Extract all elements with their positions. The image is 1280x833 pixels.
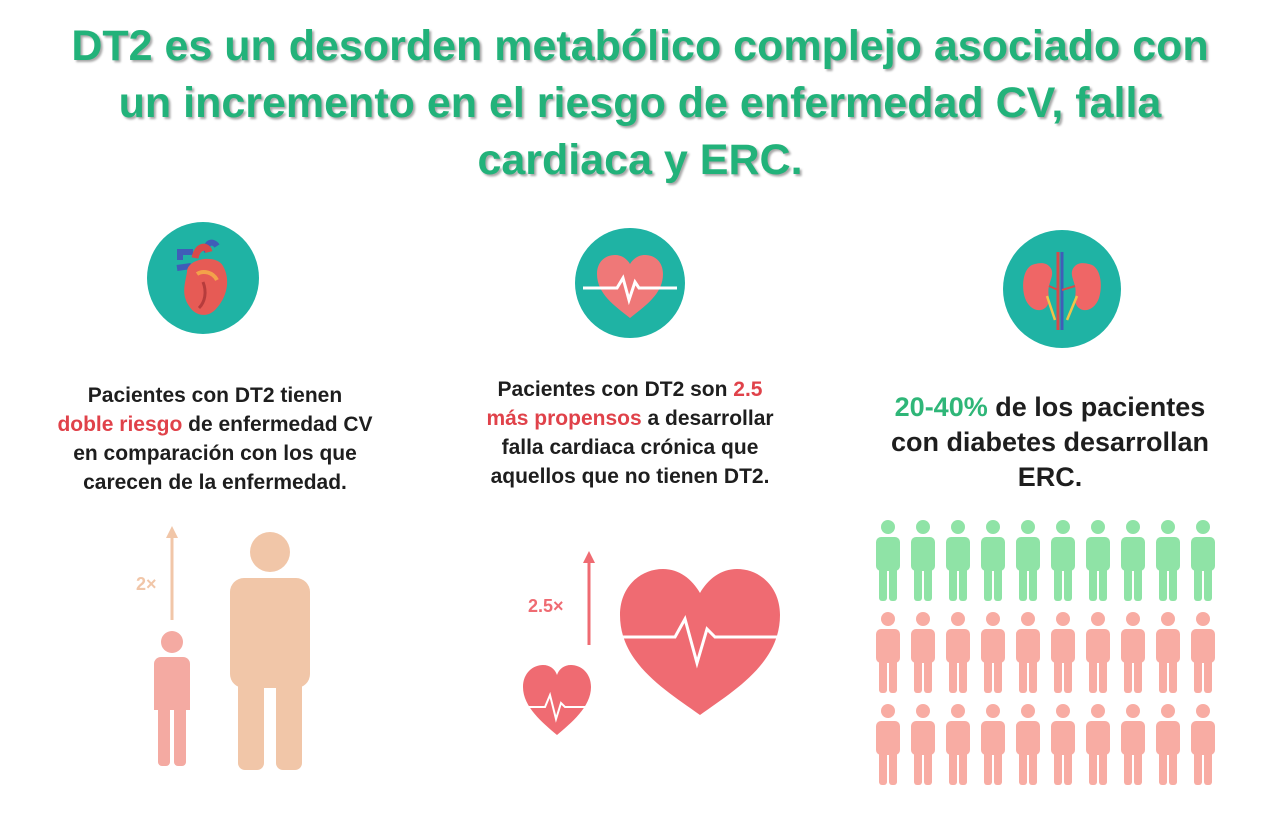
- person-icon-highlighted: [981, 520, 1005, 601]
- person-icon: [1156, 704, 1180, 785]
- card2-line-3: falla cardiaca crónica que: [501, 436, 759, 459]
- person-icon: [1121, 612, 1145, 693]
- anatomical-heart-icon: [147, 222, 259, 334]
- card2-line-1: Pacientes con DT2 son 2.5: [440, 375, 820, 404]
- card1-figure: [120, 520, 340, 780]
- small-person-icon: [154, 631, 190, 766]
- person-icon-highlighted: [1121, 520, 1145, 601]
- title-line-1: DT2 es un desorden metabólico complejo a…: [71, 22, 1209, 70]
- person-icon-highlighted: [1086, 520, 1110, 601]
- person-icon: [1121, 704, 1145, 785]
- card1-line-4: carecen de la enfermedad.: [83, 471, 347, 494]
- card2-highlight-number: 2.5: [733, 378, 763, 401]
- person-icon: [946, 612, 970, 693]
- person-icon-highlighted: [911, 520, 935, 601]
- person-icon: [946, 704, 970, 785]
- card2-line-2-rest: a desarrollar: [641, 407, 774, 430]
- card1-line-2: doble riesgo de enfermedad CV: [25, 410, 405, 439]
- card1-line-1: Pacientes con DT2 tienen: [87, 384, 343, 407]
- person-icon-highlighted: [946, 520, 970, 601]
- page-title: DT2 es un desorden metabólico complejo a…: [0, 18, 1280, 189]
- person-icon: [1016, 612, 1040, 693]
- card1-highlight: doble riesgo: [57, 413, 183, 436]
- card3-text: 20-40% de los pacientes con diabetes des…: [860, 390, 1240, 495]
- person-icon: [1051, 704, 1075, 785]
- person-icon: [1191, 612, 1215, 693]
- card2-line-4: aquellos que no tienen DT2.: [490, 465, 770, 488]
- person-icon-highlighted: [1051, 520, 1075, 601]
- card2-multiplier: 2.5×: [528, 596, 564, 616]
- card3-line-1: 20-40% de los pacientes: [860, 390, 1240, 425]
- card2-line-2: más propensos a desarrollar: [440, 404, 820, 433]
- card2-line-1-start: Pacientes con DT2 son: [497, 378, 734, 401]
- title-line-3: cardiaca y ERC.: [477, 136, 803, 184]
- person-icon: [981, 704, 1005, 785]
- person-icon: [911, 704, 935, 785]
- person-icon: [1191, 704, 1215, 785]
- person-icon: [981, 612, 1005, 693]
- small-heart-icon: [523, 665, 591, 735]
- card1-multiplier: 2×: [136, 574, 157, 594]
- card3-line-1-rest: de los pacientes: [987, 392, 1206, 422]
- large-heart-icon: [620, 569, 780, 715]
- card2-highlight: más propensos: [486, 407, 642, 430]
- person-icon: [1016, 704, 1040, 785]
- card1-text: Pacientes con DT2 tienen doble riesgo de…: [25, 381, 405, 497]
- person-icon: [911, 612, 935, 693]
- card3-people-grid: [870, 515, 1230, 790]
- heartbeat-heart-icon: [575, 228, 685, 338]
- person-icon-highlighted: [1156, 520, 1180, 601]
- card3-line-3: ERC.: [1017, 462, 1083, 492]
- card3-highlight: 20-40%: [894, 392, 988, 422]
- large-person-icon: [230, 532, 310, 770]
- person-icon-highlighted: [1016, 520, 1040, 601]
- card1-line-2-rest: de enfermedad CV: [182, 413, 373, 436]
- card1-line-3: en comparación con los que: [73, 442, 357, 465]
- person-icon: [876, 612, 900, 693]
- title-line-2: un incremento en el riesgo de enfermedad…: [118, 79, 1162, 127]
- person-icon: [1086, 612, 1110, 693]
- person-icon: [876, 704, 900, 785]
- person-icon: [1086, 704, 1110, 785]
- card3-line-2: con diabetes desarrollan: [890, 427, 1210, 457]
- card2-figure: [515, 545, 795, 745]
- card2-text: Pacientes con DT2 son 2.5 más propensos …: [440, 375, 820, 491]
- person-icon: [1051, 612, 1075, 693]
- person-icon-highlighted: [1191, 520, 1215, 601]
- kidneys-icon: [1003, 230, 1121, 348]
- person-icon-highlighted: [876, 520, 900, 601]
- person-icon: [1156, 612, 1180, 693]
